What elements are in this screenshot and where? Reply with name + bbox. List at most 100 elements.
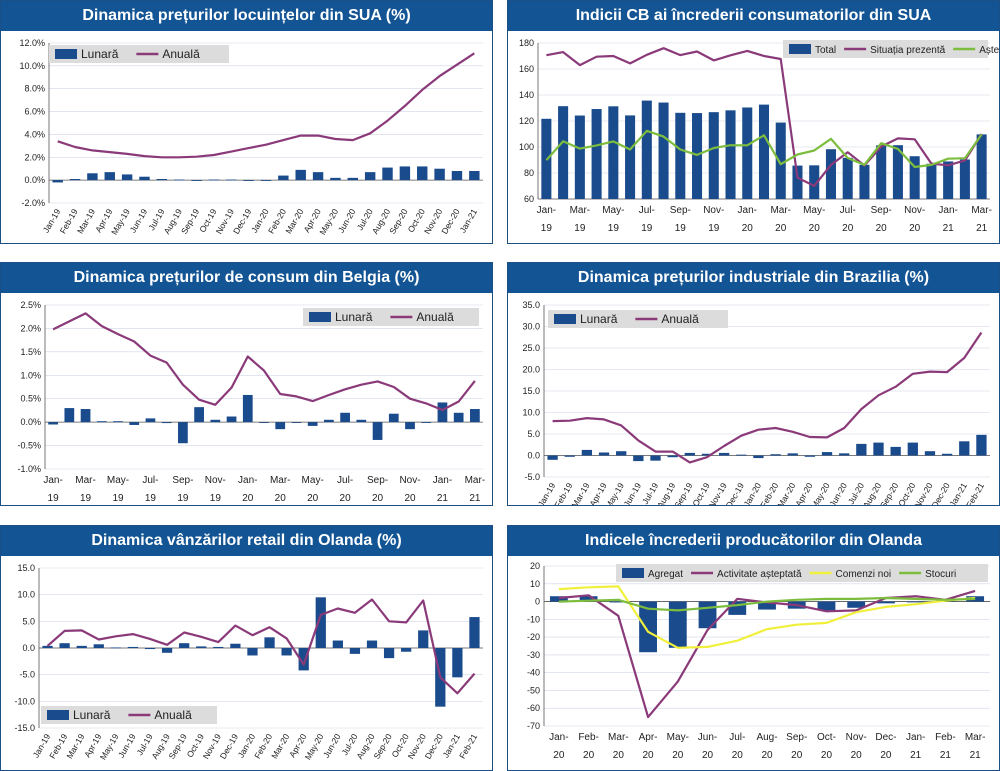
legend-box <box>616 564 988 582</box>
bar-Total <box>641 100 652 199</box>
y-tick-label: 10 <box>530 579 540 589</box>
x-tick-label: Jun- <box>698 732 717 743</box>
bar-Agregat <box>817 601 836 611</box>
bar-Lunară <box>736 454 747 456</box>
bar-Lunară <box>247 648 258 656</box>
y-tick-label: 10.0% <box>19 61 45 71</box>
bar-Lunară <box>399 166 411 181</box>
bar-Lunară <box>787 453 798 456</box>
bar-Lunară <box>127 646 139 648</box>
y-tick-label: 0 <box>535 597 540 607</box>
x-tick-label: May- <box>803 205 825 216</box>
bar-Lunară <box>349 648 361 654</box>
x-tick-label-year: 20 <box>672 750 684 761</box>
chart-brazil-ppi: -5.00.05.010.015.020.025.030.035.0Jan-19… <box>522 300 990 505</box>
x-tick-label: Nov- <box>904 205 925 216</box>
legend-label: Lunară <box>81 47 119 61</box>
bar-Lunară <box>260 180 272 181</box>
x-tick-label-year: 19 <box>541 223 553 234</box>
bar-Lunară <box>856 443 867 456</box>
bar-Lunară <box>372 422 383 440</box>
chart-belgium-cpi: -1.0% -0.5% 0.0% 0.5% 1.0% 1.5% 2.0% 2.5% Jan- 19… <box>17 300 486 504</box>
legend-swatch-bar <box>47 710 69 720</box>
bar-Lunară <box>179 643 190 648</box>
x-tick-label-year: 19 <box>675 223 687 234</box>
panel-belgium-cpi: Dinamica prețurilor de consum din Belgia… <box>0 262 493 506</box>
bar-Lunară <box>364 172 376 181</box>
bar-Lunară <box>96 421 107 423</box>
bar-Lunară <box>191 180 202 181</box>
y-tick-label: 8.0% <box>24 84 45 94</box>
bar-Lunară <box>330 177 341 181</box>
bar-Lunară <box>295 169 306 181</box>
bar-Lunară <box>161 648 173 653</box>
x-tick-label: Nov- <box>205 475 226 486</box>
y-tick-label: 15.0 <box>522 386 540 396</box>
x-tick-label-year: 19 <box>112 493 124 504</box>
y-tick-label: -10.0 <box>14 696 35 706</box>
x-tick-label: Jan- <box>938 205 957 216</box>
bar-Total <box>959 159 970 199</box>
y-tick-label: 12.0% <box>19 38 45 48</box>
bar-Lunară <box>388 413 399 423</box>
bar-Lunară <box>470 409 480 423</box>
x-tick-label: Sep- <box>367 475 388 486</box>
y-tick-label: 80 <box>524 168 534 178</box>
chart-title: Indicele încrederii producătorilor din O… <box>508 526 999 556</box>
bar-Total <box>809 165 820 199</box>
legend-swatch-bar <box>789 44 811 54</box>
x-tick-label-year: 21 <box>469 493 481 504</box>
x-tick-label-year: 20 <box>732 750 744 761</box>
y-tick-label: -40 <box>527 668 540 678</box>
bar-Lunară <box>208 179 220 181</box>
bar-Lunară <box>650 455 661 461</box>
bar-Lunară <box>770 454 781 456</box>
y-tick-label: -15.0 <box>14 723 35 733</box>
x-tick-label-year: 21 <box>976 223 988 234</box>
x-tick-label: Mar- <box>465 475 486 486</box>
bar-Lunară <box>139 176 150 181</box>
y-tick-label: 100 <box>519 142 534 152</box>
bar-Lunară <box>161 422 172 424</box>
bar-Lunară <box>281 648 292 656</box>
x-tick-label: Jun-19 <box>116 732 138 760</box>
y-tick-label: 0.0% <box>20 417 41 427</box>
x-tick-label-year: 21 <box>437 493 449 504</box>
x-tick-label: May- <box>602 205 624 216</box>
x-tick-label: Mar- <box>971 205 992 216</box>
x-tick-label: Jan- <box>549 732 568 743</box>
x-tick-label-year: 20 <box>761 750 773 761</box>
bar-Lunară <box>684 452 695 456</box>
bar-Total <box>976 134 987 199</box>
x-tick-label: Jan- <box>906 732 925 743</box>
bar-Total <box>725 110 736 199</box>
y-tick-label: 0.0% <box>24 175 45 185</box>
x-tick-label-year: 20 <box>643 750 655 761</box>
bar-Lunară <box>76 645 87 648</box>
bar-Lunară <box>616 451 627 456</box>
x-tick-label-year: 19 <box>641 223 653 234</box>
bar-Lunară <box>230 643 241 648</box>
line-Așteptări <box>545 129 983 169</box>
bar-Lunară <box>976 434 987 456</box>
x-tick-label: Jul- <box>337 475 353 486</box>
bar-Agregat <box>758 601 776 610</box>
y-tick-label: -1.0% <box>17 464 41 474</box>
legend-label: Lunară <box>335 310 373 324</box>
bar-Lunară <box>907 442 918 456</box>
x-tick-label-year: 21 <box>943 223 955 234</box>
x-tick-label-year: 20 <box>909 223 921 234</box>
y-tick-label: 1.5% <box>20 347 41 357</box>
bar-Lunară <box>93 644 104 648</box>
x-tick-label-year: 19 <box>80 493 92 504</box>
y-tick-label: 2.0% <box>20 323 41 333</box>
bar-Lunară <box>366 640 378 648</box>
legend-label: Anuală <box>416 310 454 324</box>
x-tick-label-year: 20 <box>340 493 352 504</box>
legend-label: Lunară <box>580 312 618 326</box>
bar-Lunară <box>417 166 428 181</box>
legend-label: Activitate așteptată <box>717 569 802 580</box>
x-tick-label-year: 20 <box>742 223 754 234</box>
bar-Lunară <box>924 451 936 456</box>
bar-Lunară <box>145 418 156 423</box>
